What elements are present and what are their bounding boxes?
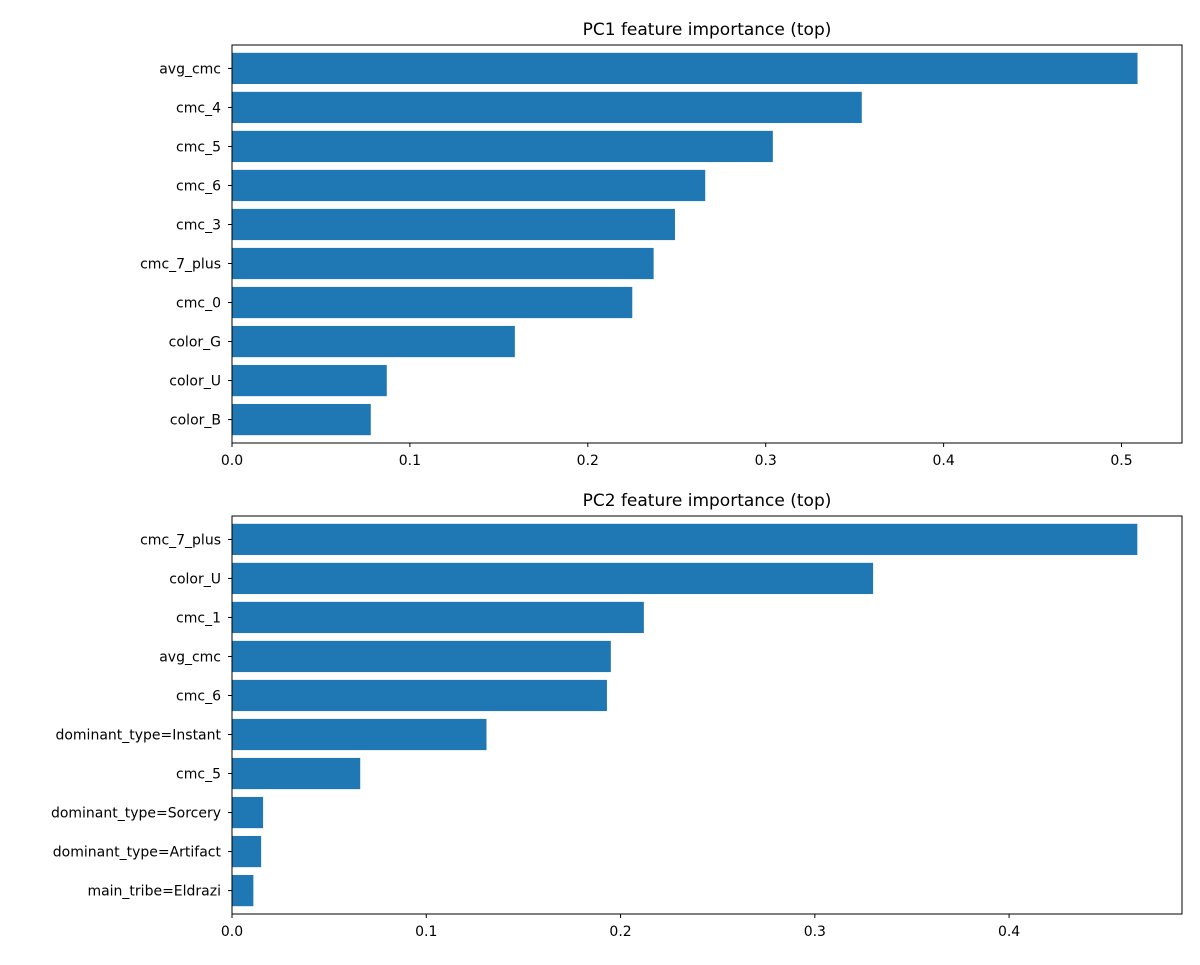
bar xyxy=(232,364,387,397)
category-label: color_G xyxy=(169,335,221,351)
category-label: cmc_3 xyxy=(176,217,221,233)
bar xyxy=(232,718,487,751)
bar xyxy=(232,757,361,790)
x-tick-label: 0.3 xyxy=(755,453,777,469)
x-tick-label: 0.4 xyxy=(932,453,954,469)
bar xyxy=(232,601,644,634)
category-label: cmc_4 xyxy=(176,100,221,116)
chart-title: PC2 feature importance (top) xyxy=(583,491,832,511)
x-tick-label: 0.1 xyxy=(399,453,421,469)
category-label: cmc_7_plus xyxy=(140,532,221,548)
bar xyxy=(232,169,706,202)
axes-frame xyxy=(231,44,1183,444)
pc2-chart: PC2 feature importance (top) cmc_7_plusc… xyxy=(51,491,1183,940)
category-label: color_U xyxy=(169,374,221,390)
x-tick-label: 0.5 xyxy=(1110,453,1132,469)
category-label: cmc_5 xyxy=(176,767,221,783)
pc1-chart: PC1 feature importance (top) avg_cmc cmc_… xyxy=(140,20,1183,469)
bar xyxy=(232,640,611,673)
category-label: color_U xyxy=(169,571,221,587)
x-tick-label: 0.2 xyxy=(577,453,599,469)
bar xyxy=(232,874,254,907)
category-label: cmc_7_plus xyxy=(140,257,221,273)
category-label: cmc_5 xyxy=(176,139,221,155)
bar xyxy=(232,247,654,280)
category-label: dominant_type=Sorcery xyxy=(51,806,221,822)
category-label: color_B xyxy=(170,413,221,429)
bar xyxy=(232,796,264,829)
bar xyxy=(232,403,371,436)
category-label: cmc_0 xyxy=(176,296,221,312)
category-label: cmc_6 xyxy=(176,688,221,704)
category-label: dominant_type=Instant xyxy=(55,728,221,744)
category-label: dominant_type=Artifact xyxy=(53,845,222,861)
x-tick-label: 0.0 xyxy=(221,924,243,940)
bar xyxy=(232,52,1138,85)
bar xyxy=(232,130,773,163)
bar xyxy=(232,562,874,595)
category-label: avg_cmc xyxy=(159,649,221,665)
bar xyxy=(232,523,1138,556)
chart-title: PC1 feature importance (top) xyxy=(583,20,832,40)
bar xyxy=(232,208,675,241)
category-label: avg_cmc xyxy=(159,61,221,77)
category-label: main_tribe=Eldrazi xyxy=(87,884,221,900)
bar xyxy=(232,325,515,358)
bar xyxy=(232,835,262,868)
category-label: cmc_6 xyxy=(176,178,221,194)
bar xyxy=(232,91,862,124)
bar xyxy=(232,286,633,319)
bar xyxy=(232,679,607,712)
x-tick-label: 0.2 xyxy=(609,924,631,940)
category-label: cmc_1 xyxy=(176,610,221,626)
axes-frame xyxy=(231,515,1183,915)
x-tick-label: 0.4 xyxy=(998,924,1020,940)
x-tick-label: 0.3 xyxy=(804,924,826,940)
x-tick-label: 0.0 xyxy=(221,453,243,469)
x-tick-label: 0.1 xyxy=(415,924,437,940)
